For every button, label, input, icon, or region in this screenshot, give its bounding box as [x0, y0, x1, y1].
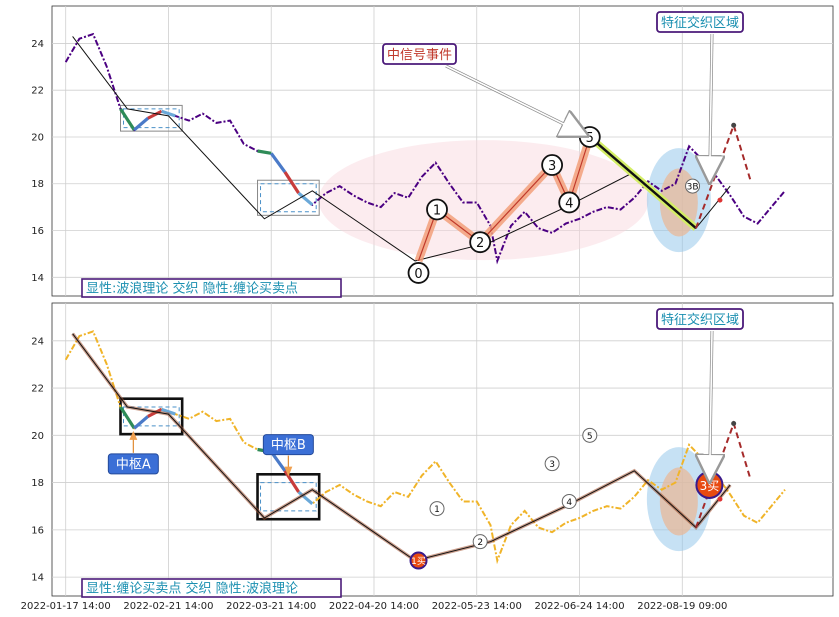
pivot-segment [257, 149, 272, 155]
x-tick-label: 2022-03-21 14:00 [226, 601, 316, 612]
buy-point-label: 3买 [700, 479, 720, 493]
wave-label-circle [561, 493, 577, 509]
y-tick-label: 18 [31, 179, 44, 190]
y-tick-label: 20 [31, 132, 44, 143]
wave-label-circle [541, 154, 564, 176]
pivot-box [119, 397, 184, 436]
y-tick-label: 24 [31, 336, 44, 347]
y-tick-label: 22 [31, 86, 44, 97]
pivot-arrow-head [129, 430, 138, 440]
buy-point-label: 1买 [411, 556, 426, 567]
annotation-box [382, 43, 457, 65]
pivot-segment [147, 109, 163, 120]
pivot-segment [133, 117, 149, 132]
projected-center-dot [717, 496, 723, 502]
x-tick-label: 2022-02-21 14:00 [123, 601, 213, 612]
feature-arrow [708, 33, 713, 180]
wave-label: 5 [586, 131, 594, 146]
pivot-label-box [262, 434, 314, 456]
pivot-segment [161, 109, 176, 118]
pivot-label-box [107, 453, 159, 475]
pivot-inner-box [123, 406, 180, 427]
buy-point-marker [409, 551, 428, 570]
wave-label: 4 [565, 196, 573, 211]
y-tick-label: 20 [31, 431, 44, 442]
pivot-segment [269, 152, 287, 173]
x-tick-label: 2022-04-20 14:00 [329, 601, 419, 612]
wave-label-circle [558, 191, 581, 214]
pivot-segment [119, 108, 136, 131]
y-tick-label: 18 [31, 478, 44, 489]
wave-label: 3 [549, 460, 555, 470]
signal-arrow [445, 65, 585, 135]
x-tick-label: 2022-05-23 14:00 [432, 601, 522, 612]
wave-label-circle [426, 198, 448, 221]
y-tick-label: 16 [31, 525, 44, 536]
pivot-arrow-head [284, 466, 293, 477]
y-tick-label: 14 [31, 573, 44, 584]
wave-label-circle [407, 262, 430, 284]
wave-label: 1 [434, 505, 440, 515]
pivot-segment [133, 415, 149, 430]
pivot-segment [161, 407, 176, 416]
wave-label: 1 [433, 203, 441, 218]
annotation-box [656, 308, 744, 330]
projected-peak-dot [731, 122, 737, 128]
feature-arrow [708, 330, 713, 478]
pivot-inner-box [123, 108, 180, 129]
pivot-segment [283, 171, 300, 194]
price-line [64, 32, 786, 265]
x-tick-label: 2022-08-19 09:00 [637, 601, 727, 612]
wave-label: 3B [687, 183, 699, 193]
pivot-label: 中枢B [271, 438, 306, 453]
wave-label: 3 [548, 159, 556, 174]
x-tick-label: 2022-06-24 14:00 [534, 601, 624, 612]
panel-label: 显性:波浪理论 交织 隐性:缠论买卖点 [86, 281, 298, 297]
wave-label-circle [472, 534, 488, 550]
wave-label-circle [469, 231, 492, 254]
pivot-segment [297, 191, 314, 207]
pivot-segment [283, 469, 300, 493]
wave-label-circle [582, 427, 598, 443]
y-tick-label: 16 [31, 226, 44, 237]
wave-label-circle [429, 501, 445, 517]
panel-label-box [81, 578, 342, 598]
pivot-segment [119, 406, 136, 430]
wave-label: 4 [566, 498, 572, 508]
pivot-segment [297, 490, 314, 506]
signal-region [318, 140, 649, 261]
y-tick-label: 14 [31, 273, 44, 284]
wave-label: 2 [476, 236, 484, 251]
projected-peak-dot [731, 421, 737, 427]
wave-label: 5 [587, 432, 593, 442]
wave-label: 0 [414, 267, 422, 282]
wave-label: 2 [477, 538, 483, 548]
panel-label: 显性:缠论买卖点 交织 隐性:波浪理论 [86, 581, 298, 597]
wave-down-line [589, 136, 697, 230]
panel-label-box [81, 278, 342, 298]
pivot-label: 中枢A [116, 457, 151, 472]
annotation-text: 特征交织区域 [661, 312, 739, 328]
wave-label-circle [544, 456, 560, 472]
y-tick-label: 22 [31, 384, 44, 395]
annotation-box [656, 11, 744, 33]
y-tick-label: 24 [31, 39, 44, 50]
annotation-text: 中信号事件 [387, 48, 452, 63]
price-line [64, 330, 786, 565]
x-tick-label: 2022-01-17 14:00 [21, 601, 111, 612]
projected-center-dot [717, 197, 723, 203]
plot-area [51, 302, 834, 597]
annotation-text: 特征交织区域 [661, 15, 739, 31]
